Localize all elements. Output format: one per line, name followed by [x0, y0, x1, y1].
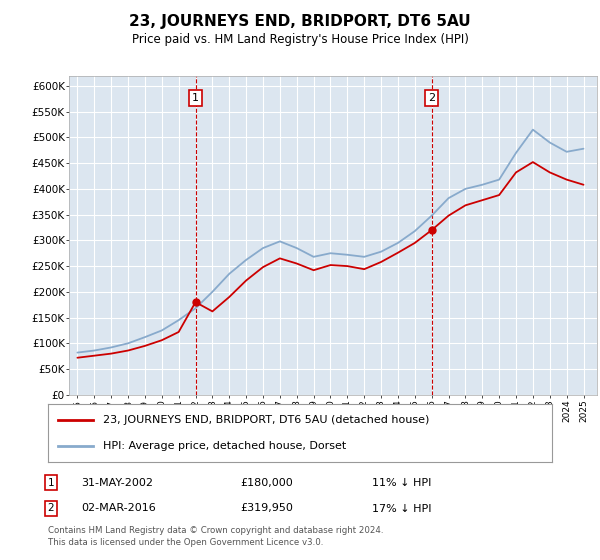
Text: 2: 2 [47, 503, 55, 514]
Text: 31-MAY-2002: 31-MAY-2002 [81, 478, 153, 488]
Text: 17% ↓ HPI: 17% ↓ HPI [372, 503, 431, 514]
Text: 23, JOURNEYS END, BRIDPORT, DT6 5AU (detached house): 23, JOURNEYS END, BRIDPORT, DT6 5AU (det… [103, 416, 430, 426]
Text: £319,950: £319,950 [240, 503, 293, 514]
Text: 02-MAR-2016: 02-MAR-2016 [81, 503, 156, 514]
Text: £180,000: £180,000 [240, 478, 293, 488]
Text: 23, JOURNEYS END, BRIDPORT, DT6 5AU: 23, JOURNEYS END, BRIDPORT, DT6 5AU [129, 14, 471, 29]
Text: HPI: Average price, detached house, Dorset: HPI: Average price, detached house, Dors… [103, 441, 347, 451]
Text: 2: 2 [428, 93, 435, 103]
Text: 1: 1 [192, 93, 199, 103]
Text: 1: 1 [47, 478, 55, 488]
Text: Price paid vs. HM Land Registry's House Price Index (HPI): Price paid vs. HM Land Registry's House … [131, 32, 469, 46]
Text: Contains HM Land Registry data © Crown copyright and database right 2024.
This d: Contains HM Land Registry data © Crown c… [48, 526, 383, 547]
Text: 11% ↓ HPI: 11% ↓ HPI [372, 478, 431, 488]
